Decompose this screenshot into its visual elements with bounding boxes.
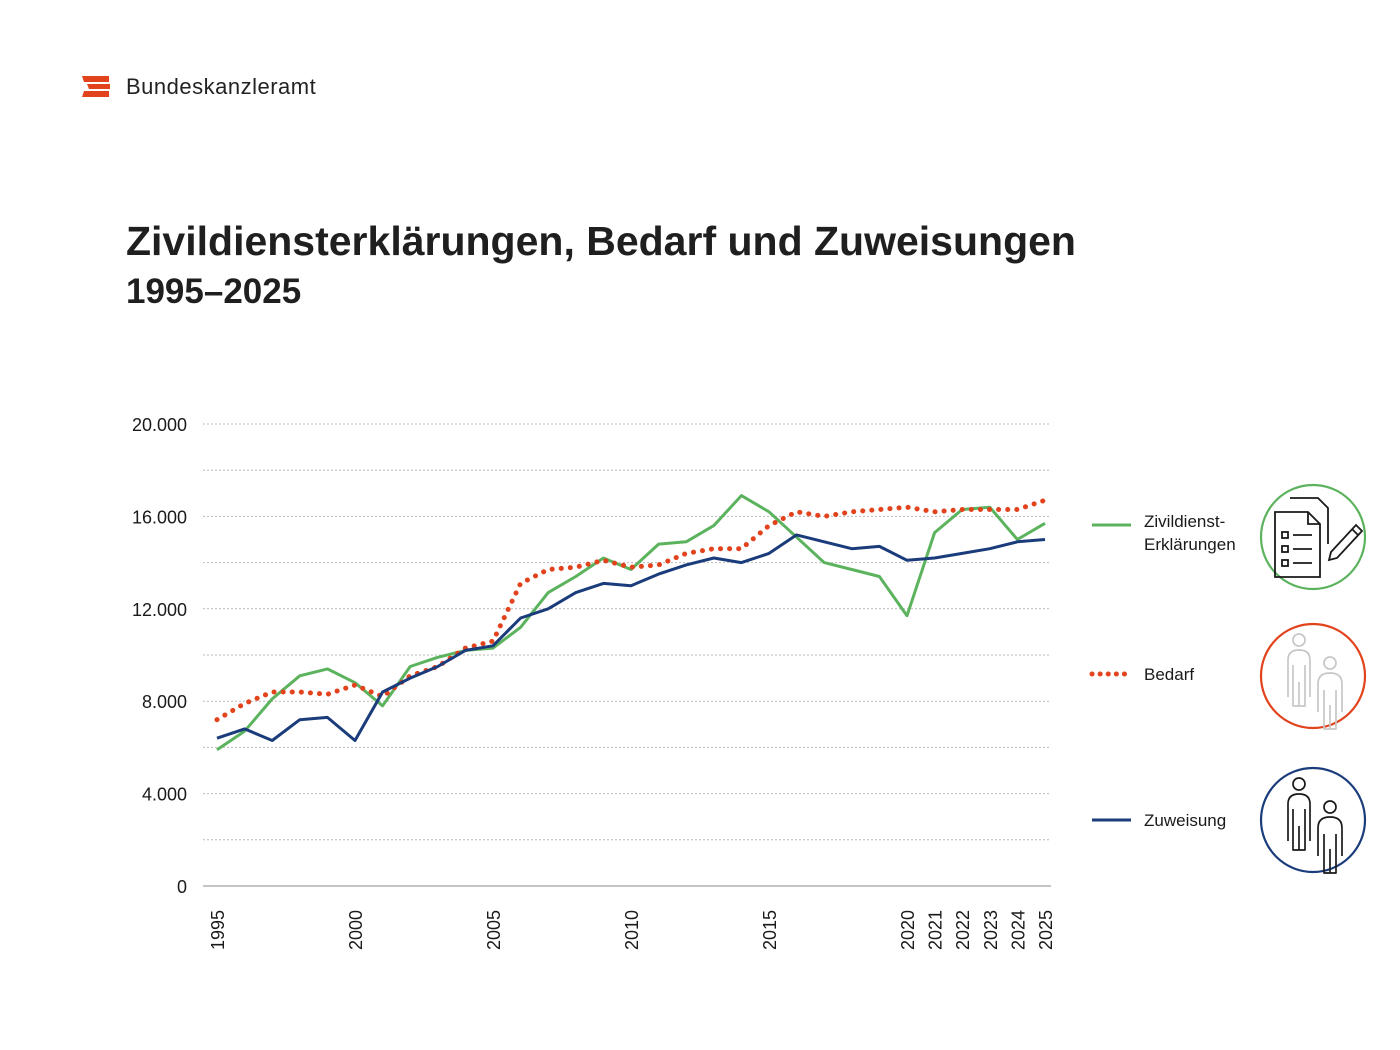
y-tick-label: 4.000 bbox=[142, 785, 187, 805]
x-tick-label: 2020 bbox=[898, 910, 918, 950]
legend-icon-ring bbox=[1259, 766, 1367, 874]
x-tick-label: 2024 bbox=[1008, 910, 1028, 950]
y-tick-label: 0 bbox=[177, 877, 187, 897]
austrian-flag-icon bbox=[82, 76, 110, 97]
x-tick-label: 1995 bbox=[208, 910, 228, 950]
y-tick-label: 16.000 bbox=[132, 507, 187, 527]
brand-name: Bundeskanzleramt bbox=[126, 74, 317, 99]
legend-label: Zivildienst- bbox=[1144, 512, 1225, 531]
x-tick-label: 2010 bbox=[622, 910, 642, 950]
y-tick-label: 12.000 bbox=[132, 600, 187, 620]
x-tick-label: 2000 bbox=[346, 910, 366, 950]
legend-label: Bedarf bbox=[1144, 665, 1194, 684]
x-tick-label: 2022 bbox=[953, 910, 973, 950]
document-checklist-icon bbox=[1274, 497, 1364, 578]
x-tick-label: 2005 bbox=[484, 910, 504, 950]
legend-label: Zuweisung bbox=[1144, 811, 1226, 830]
x-tick-label: 2015 bbox=[760, 910, 780, 950]
legend-icon-ring bbox=[1259, 483, 1367, 591]
series-line-1 bbox=[214, 497, 1048, 723]
persons-icon bbox=[1287, 777, 1343, 874]
legend-label: Erklärungen bbox=[1144, 535, 1236, 554]
brand-logo: Bundeskanzleramt bbox=[82, 74, 316, 100]
legend-icon-ring bbox=[1259, 622, 1367, 730]
persons-icon bbox=[1287, 633, 1343, 730]
y-tick-label: 20.000 bbox=[132, 415, 187, 435]
x-tick-label: 2023 bbox=[981, 910, 1001, 950]
y-tick-label: 8.000 bbox=[142, 692, 187, 712]
series-line-2 bbox=[216, 533, 1046, 742]
chart-title: Zivildiensterklärungen, Bedarf und Zuwei… bbox=[126, 218, 1076, 264]
chart-subtitle: 1995–2025 bbox=[126, 272, 302, 311]
series-line-0 bbox=[216, 494, 1046, 751]
x-tick-label: 2025 bbox=[1036, 910, 1056, 950]
x-tick-label: 2021 bbox=[926, 910, 946, 950]
